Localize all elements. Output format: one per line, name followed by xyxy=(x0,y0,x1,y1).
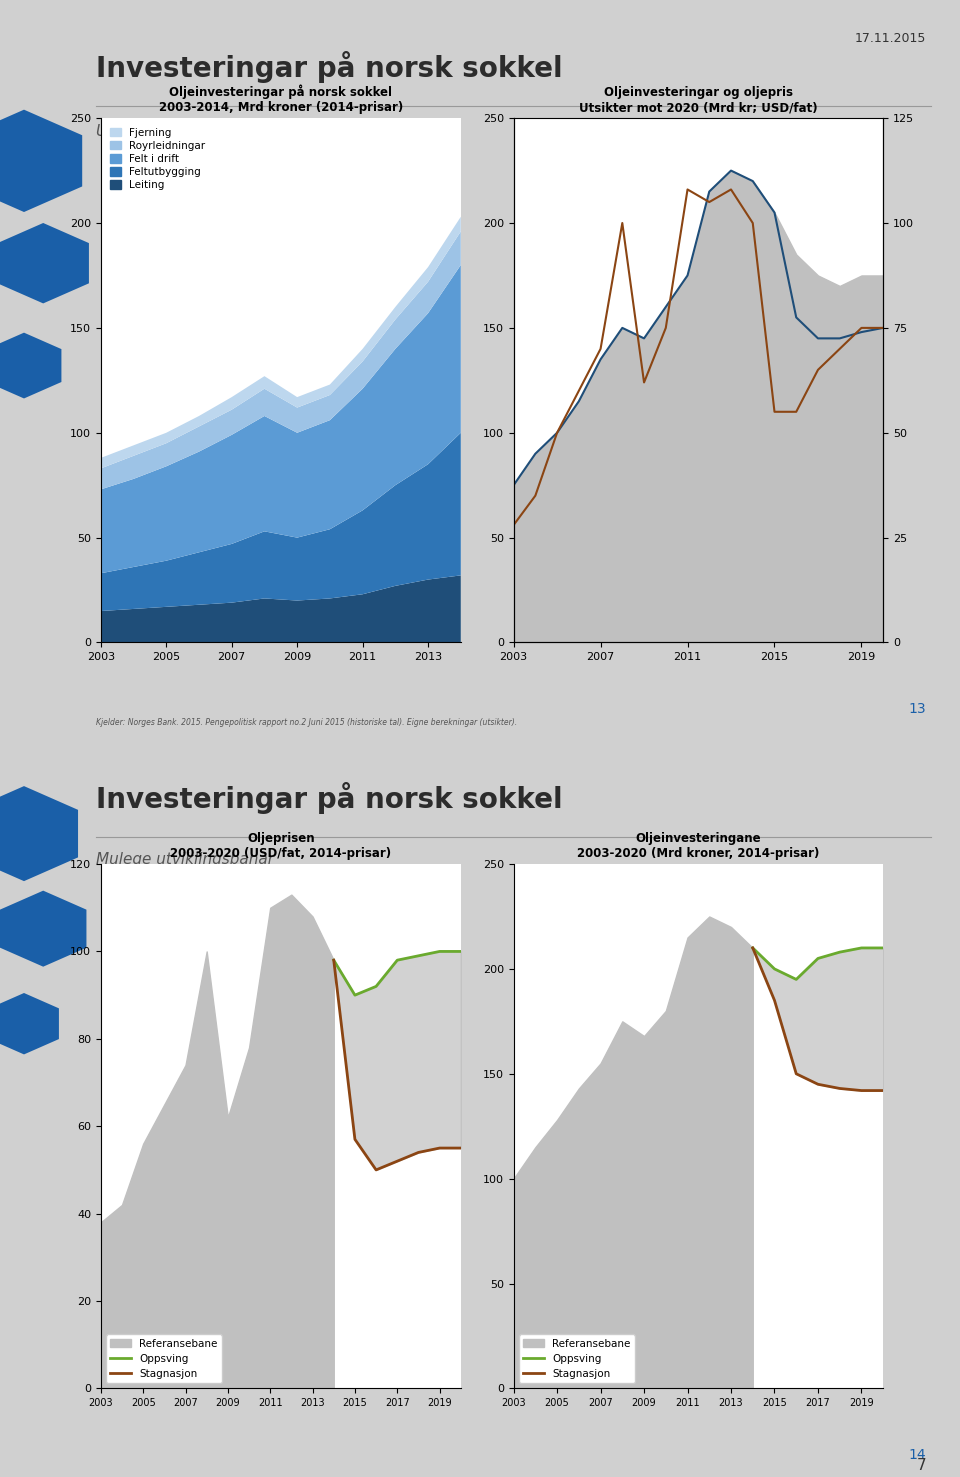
Title: Oljeprisen
2003-2020 (USD/fat, 2014-prisar): Oljeprisen 2003-2020 (USD/fat, 2014-pris… xyxy=(170,832,392,860)
Title: Oljeinvesteringar og oljepris
Utsikter mot 2020 (Mrd kr; USD/fat): Oljeinvesteringar og oljepris Utsikter m… xyxy=(579,86,818,114)
Legend: Referansebane, Oppsving, Stagnasjon: Referansebane, Oppsving, Stagnasjon xyxy=(106,1334,222,1382)
Text: Kjelder: Norges Bank. 2015. Pengepolitisk rapport no.2 Juni 2015 (historiske tal: Kjelder: Norges Bank. 2015. Pengepolitis… xyxy=(96,718,517,728)
Title: Oljeinvesteringar på norsk sokkel
2003-2014, Mrd kroner (2014-prisar): Oljeinvesteringar på norsk sokkel 2003-2… xyxy=(158,84,403,114)
Legend: Referansebane, Oppsving, Stagnasjon: Referansebane, Oppsving, Stagnasjon xyxy=(518,1334,635,1382)
Legend: Fjerning, Royrleidningar, Felt i drift, Feltutbygging, Leiting: Fjerning, Royrleidningar, Felt i drift, … xyxy=(106,124,209,193)
Text: Investeringar på norsk sokkel: Investeringar på norsk sokkel xyxy=(96,52,563,83)
Text: Investeringar på norsk sokkel: Investeringar på norsk sokkel xyxy=(96,783,563,814)
Text: 17.11.2015: 17.11.2015 xyxy=(855,32,926,46)
Text: 14: 14 xyxy=(909,1449,926,1462)
Text: 13: 13 xyxy=(909,703,926,716)
Text: 7: 7 xyxy=(917,1458,926,1473)
Text: Utgangspunkt: Norges Bank, juni 2015 (PPR): Utgangspunkt: Norges Bank, juni 2015 (PP… xyxy=(96,124,438,139)
Title: Oljeinvesteringane
2003-2020 (Mrd kroner, 2014-prisar): Oljeinvesteringane 2003-2020 (Mrd kroner… xyxy=(577,832,820,860)
Text: Mulege utviklingsbanar: Mulege utviklingsbanar xyxy=(96,852,274,867)
